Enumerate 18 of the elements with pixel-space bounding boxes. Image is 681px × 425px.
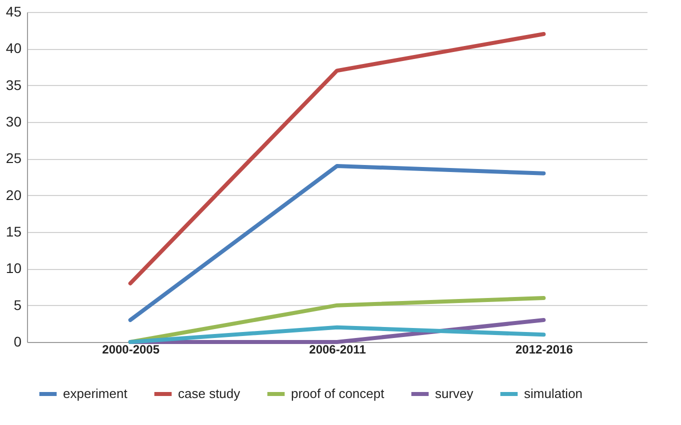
y-tick-label: 35 [6, 76, 22, 93]
x-tick-label: 2006-2011 [309, 342, 366, 356]
y-tick-label: 40 [6, 40, 22, 56]
x-tick-label: 2000-2005 [102, 342, 160, 356]
y-tick-label: 0 [14, 334, 22, 350]
y-tick-label: 45 [6, 4, 22, 20]
y-tick-label: 5 [14, 296, 22, 313]
y-tick-label: 30 [6, 114, 22, 130]
legend-label: simulation [524, 386, 583, 401]
y-tick-label: 20 [6, 186, 22, 203]
y-tick-label: 25 [6, 150, 22, 166]
legend-label: proof of concept [291, 386, 385, 401]
legend-label: case study [178, 386, 241, 401]
y-tick-label: 15 [6, 224, 22, 240]
x-tick-label: 2012-2016 [515, 342, 574, 356]
legend-label: survey [435, 386, 474, 401]
legend-label: experiment [63, 386, 128, 401]
y-tick-label: 10 [6, 260, 22, 276]
